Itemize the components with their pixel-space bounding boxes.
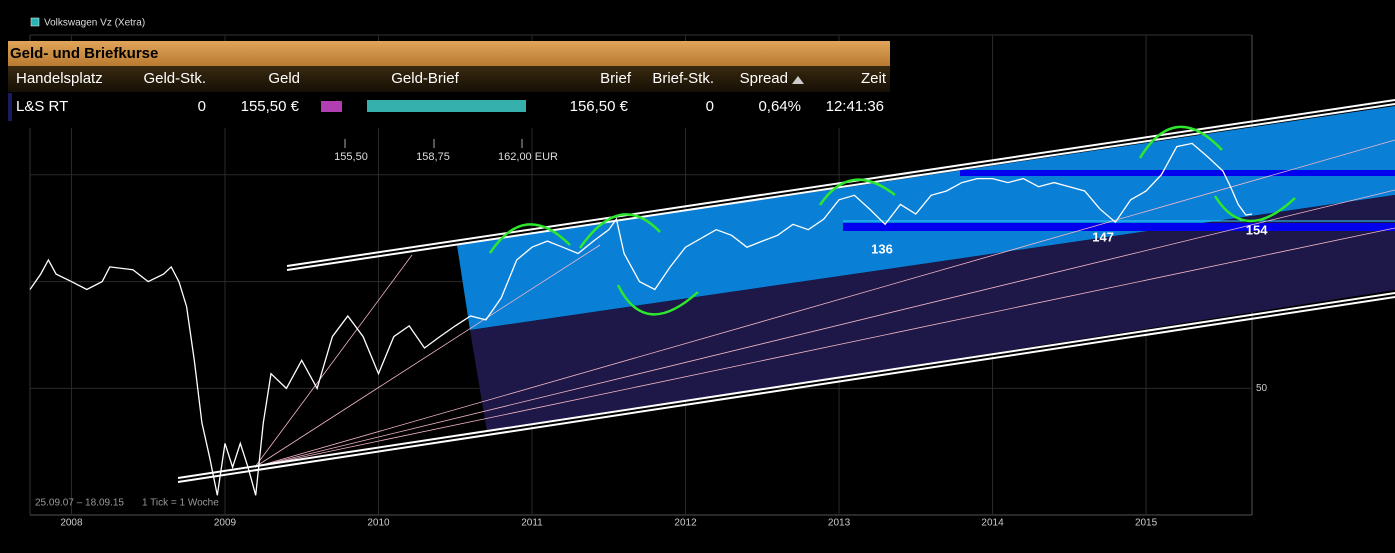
fan-lines [254, 139, 1395, 468]
price-line [29, 142, 1253, 496]
column-header: Geld-Brief [391, 70, 459, 87]
scale-label: 155,50 [334, 151, 368, 163]
x-tick-label: 2015 [1135, 518, 1158, 529]
legend-label: Volkswagen Vz (Xetra) [44, 18, 145, 29]
table-header [8, 66, 890, 92]
column-header: Brief [600, 70, 632, 87]
tick-note: 1 Tick = 1 Woche [142, 498, 219, 509]
lower-channel [470, 195, 1395, 432]
table-title-bar [8, 41, 890, 66]
x-tick-label: 2014 [981, 518, 1004, 529]
x-tick-label: 2010 [367, 518, 390, 529]
series-layer: 136 147 154 [29, 142, 1268, 496]
column-header[interactable]: Spread [740, 70, 788, 87]
cell: L&S RT [16, 98, 68, 115]
scale-ticks [344, 139, 523, 148]
x-tick-label: 2012 [674, 518, 697, 529]
cell: 155,50 € [241, 98, 300, 115]
x-tick-label: 2011 [521, 518, 543, 529]
x-tick-label: 2008 [60, 518, 83, 529]
x-tick-label: 2009 [214, 518, 237, 529]
channel-lines [177, 99, 1395, 483]
scale-label: 162,00 EUR [498, 151, 558, 163]
cell: 0,64% [758, 98, 801, 115]
cell: 0 [198, 98, 206, 115]
upper-channel [457, 106, 1395, 330]
column-header: Handelsplatz [16, 70, 103, 87]
bid-marker [321, 101, 342, 112]
cell: 156,50 € [570, 98, 629, 115]
column-header: Brief-Stk. [652, 70, 714, 87]
resistance-bar [960, 170, 1395, 176]
annotation: 154 [1246, 222, 1268, 237]
y-tick-label: 50 [1256, 383, 1268, 394]
row-marker [8, 93, 12, 121]
legend-swatch [30, 17, 40, 27]
cell: 0 [706, 98, 714, 115]
scale-label: 158,75 [416, 151, 450, 163]
pattern-curves [488, 125, 1296, 316]
x-tick-label: 2013 [828, 518, 851, 529]
quote-table: Geld- und Briefkurse Handelsplatz Geld-S… [8, 41, 890, 163]
annotation: 136 [871, 242, 893, 257]
table-title: Geld- und Briefkurse [10, 45, 158, 62]
channel-overlay [177, 99, 1395, 483]
cell: 12:41:36 [826, 98, 884, 115]
column-header: Geld-Stk. [143, 70, 206, 87]
support-bar [843, 223, 1395, 231]
legend: Volkswagen Vz (Xetra) [30, 17, 145, 29]
date-range: 25.09.07 – 18.09.15 [35, 498, 124, 509]
sort-icon[interactable] [792, 76, 804, 84]
column-header: Zeit [861, 70, 887, 87]
column-header: Geld [268, 70, 300, 87]
annotation: 147 [1092, 230, 1114, 245]
spread-bar [367, 100, 526, 112]
